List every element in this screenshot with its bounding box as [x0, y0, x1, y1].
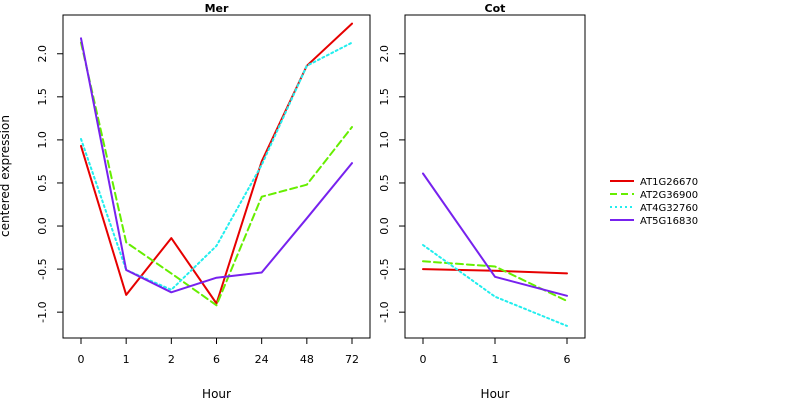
y-tick-label: 0.5	[36, 174, 49, 192]
series-line-at2g36900	[80, 41, 353, 307]
y-tick-label: 0.0	[378, 217, 391, 235]
series-line-at4g32760	[422, 244, 568, 327]
y-tick-label: 0.5	[378, 174, 391, 192]
legend-label: AT2G36900	[640, 190, 698, 201]
x-tick-label: 72	[345, 353, 359, 366]
x-axis-label: Hour	[481, 387, 510, 400]
y-tick-label: 1.5	[36, 88, 49, 106]
legend: AT1G26670 AT2G36900 AT4G32760 AT5G16830	[610, 177, 698, 227]
x-axis-label: Hour	[202, 387, 231, 400]
y-tick-label: 1.0	[36, 131, 49, 149]
series-line-at5g16830	[80, 37, 353, 294]
x-tick-label: 24	[255, 353, 269, 366]
legend-label: AT1G26670	[640, 177, 698, 188]
series-line-at5g16830	[422, 172, 568, 297]
x-tick-label: 1	[492, 353, 499, 366]
y-tick-label: -0.5	[378, 258, 391, 279]
y-tick-label: 0.0	[36, 217, 49, 235]
series-line-at4g32760	[80, 41, 353, 291]
y-tick-label: -1.0	[36, 301, 49, 322]
plot-frame	[404, 14, 586, 339]
legend-label: AT5G16830	[640, 216, 698, 227]
x-tick-label: 48	[300, 353, 314, 366]
x-tick-label: 2	[168, 353, 175, 366]
x-tick-label: 0	[78, 353, 85, 366]
y-axis-label: centered expression	[0, 115, 12, 237]
x-tick-label: 0	[420, 353, 427, 366]
panel-cot: Cot -1.0 -0.5 0.0 0.5 1.0 1.5 2.0 0 1 6 Hour	[378, 2, 586, 400]
plot-frame	[62, 14, 371, 339]
y-tick-label: 2.0	[36, 45, 49, 63]
y-tick-label: -0.5	[36, 258, 49, 279]
legend-label: AT4G32760	[640, 203, 698, 214]
x-tick-label: 6	[213, 353, 220, 366]
series-line-at2g36900	[422, 260, 568, 302]
series-line-at1g26670	[80, 22, 353, 305]
panel-mer: Mer -1.0 -0.5 0.0 0.5 1.0 1.5 2.0 0 1 2 6 24 48 72 Hour	[36, 2, 371, 400]
x-tick-label: 1	[123, 353, 130, 366]
x-tick-label: 6	[564, 353, 571, 366]
y-tick-label: 1.5	[378, 88, 391, 106]
y-tick-label: 2.0	[378, 45, 391, 63]
panel-title: Mer	[205, 2, 229, 15]
y-tick-label: -1.0	[378, 301, 391, 322]
panel-title: Cot	[485, 2, 506, 15]
y-tick-label: 1.0	[378, 131, 391, 149]
series-line-at1g26670	[422, 268, 568, 275]
